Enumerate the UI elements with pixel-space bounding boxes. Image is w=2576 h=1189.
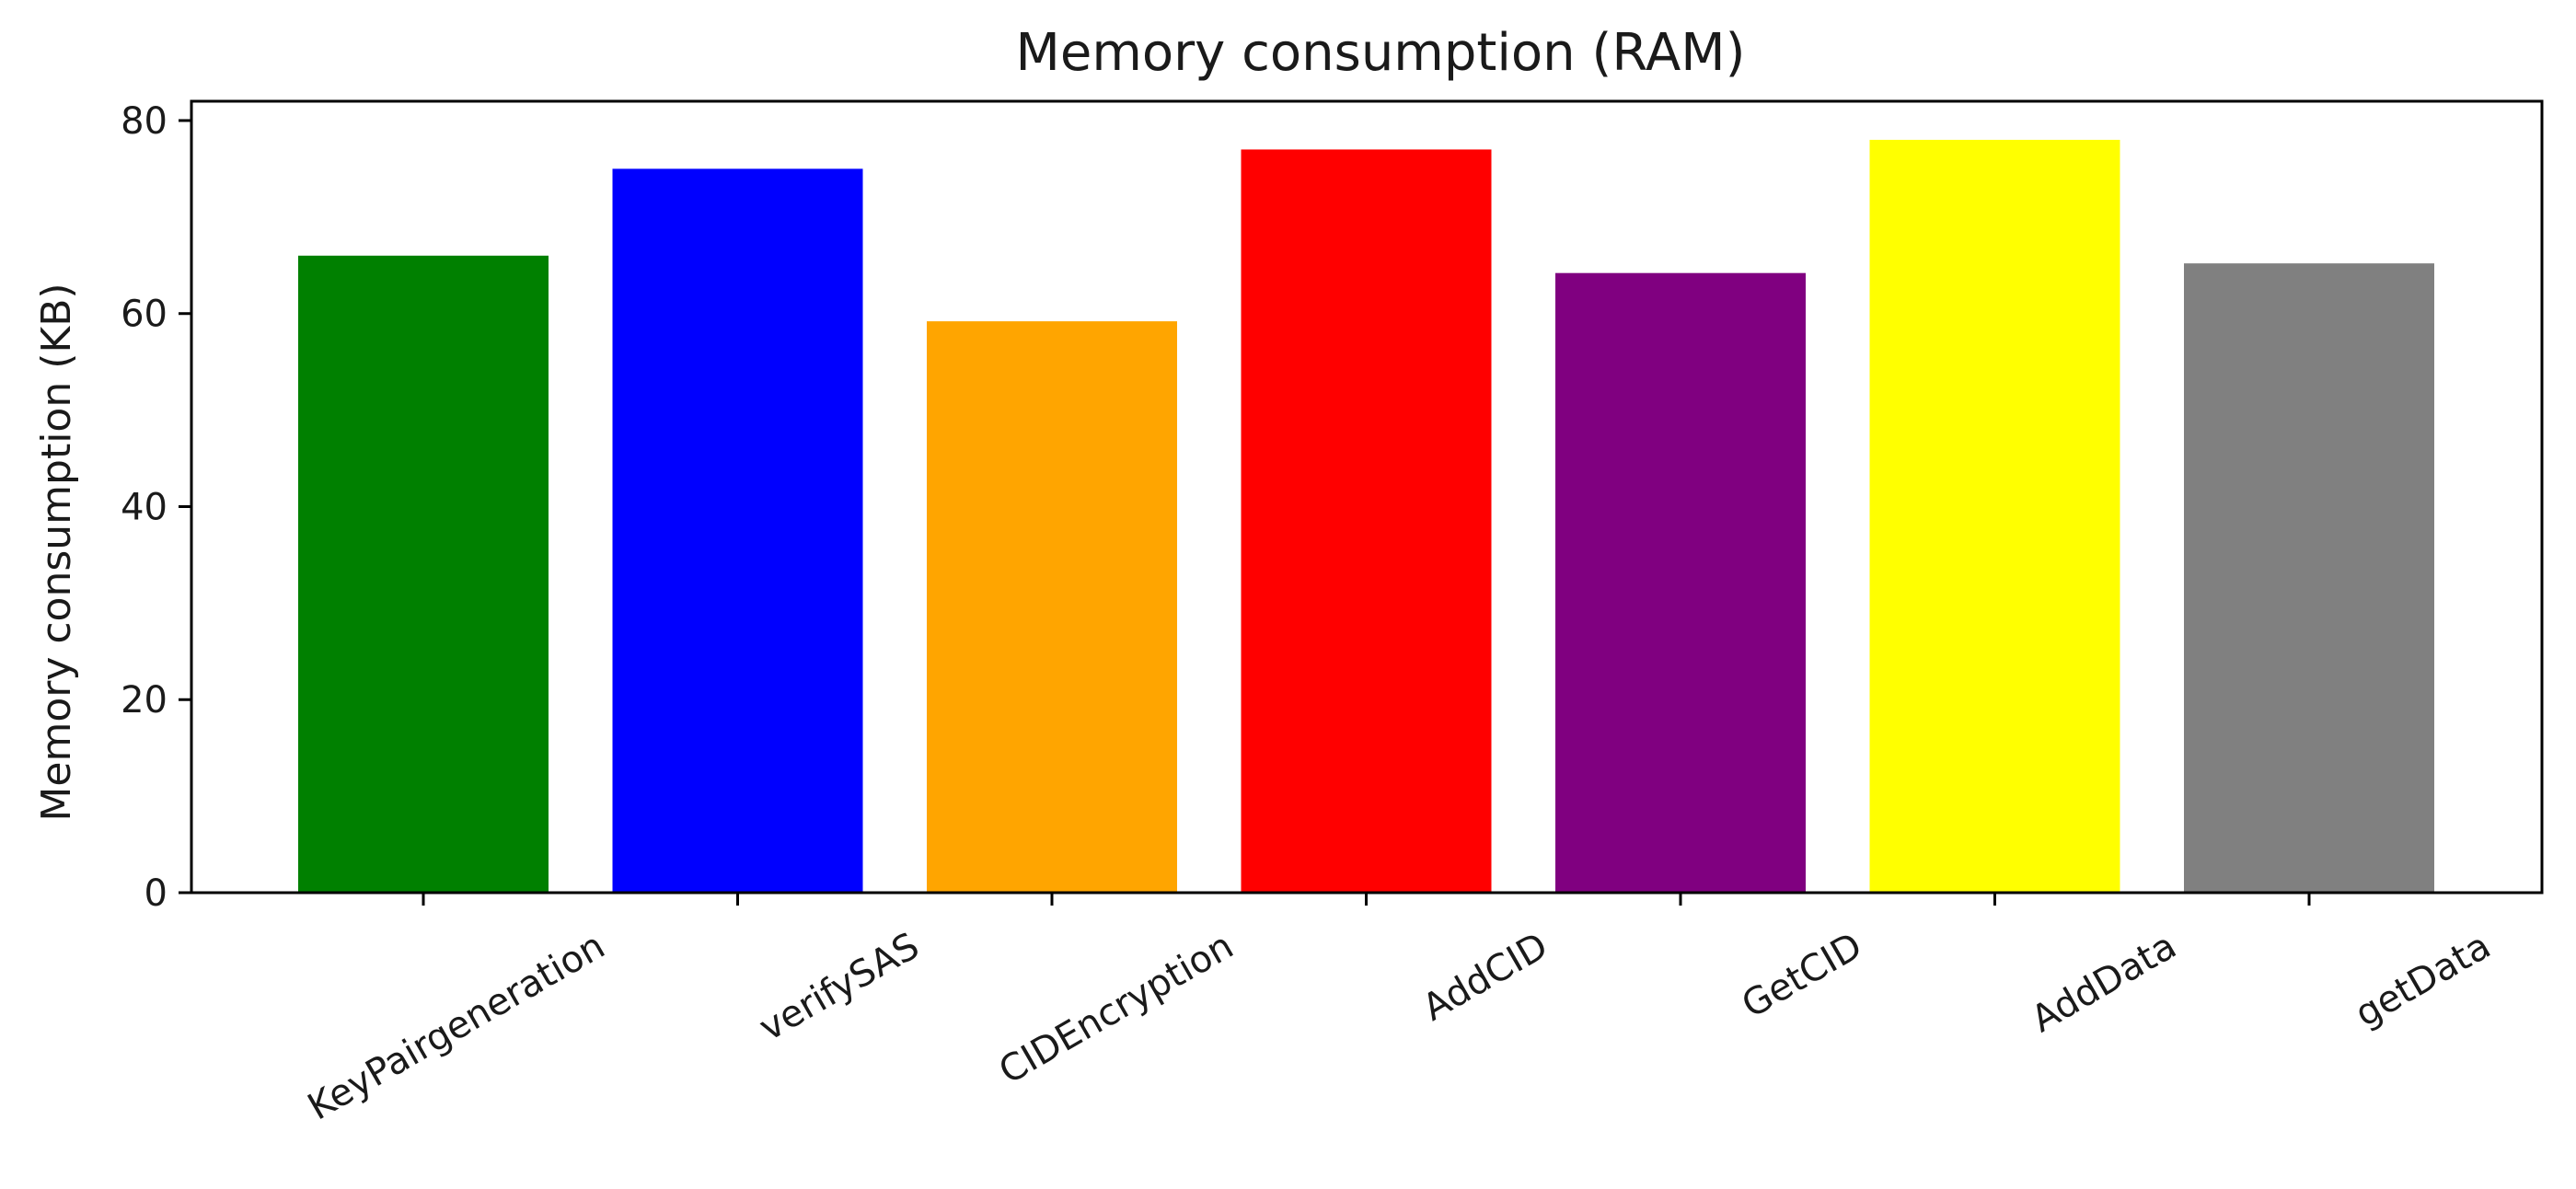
x-tick-label: KeyPairgeneration — [301, 925, 612, 1129]
x-tick-label: GetCID — [1735, 925, 1869, 1027]
bar-CIDEncryption — [927, 321, 1177, 893]
bar-getData — [2184, 263, 2434, 893]
x-tick-label: verifySAS — [752, 925, 926, 1050]
y-tick-label: 80 — [121, 100, 167, 143]
y-axis-ticks: 0 20 40 60 80 — [121, 100, 191, 915]
x-tick-label: getData — [2348, 925, 2498, 1035]
chart-title: Memory consumption (RAM) — [1016, 23, 1746, 83]
x-tick-label: AddCID — [1415, 925, 1554, 1030]
bar-AddCID — [1241, 149, 1492, 893]
y-tick-label: 20 — [121, 679, 167, 721]
bars-group — [298, 139, 2434, 894]
y-tick-label: 0 — [144, 872, 167, 915]
x-tick-label: CIDEncryption — [992, 925, 1241, 1092]
y-axis-label: Memory consumption (KB) — [33, 283, 80, 821]
plot-frame — [190, 99, 2544, 895]
bar-verifySAS — [612, 168, 863, 894]
y-tick-label: 60 — [121, 294, 167, 336]
x-tick-label: AddData — [2025, 925, 2184, 1041]
bar-KeyPairgeneration — [298, 255, 549, 893]
bar-AddData — [1869, 139, 2120, 893]
bar-GetCID — [1555, 272, 1806, 893]
y-tick-label: 40 — [121, 486, 167, 528]
x-axis-ticks: KeyPairgeneration verifySAS CIDEncryption A… — [301, 893, 2498, 1129]
